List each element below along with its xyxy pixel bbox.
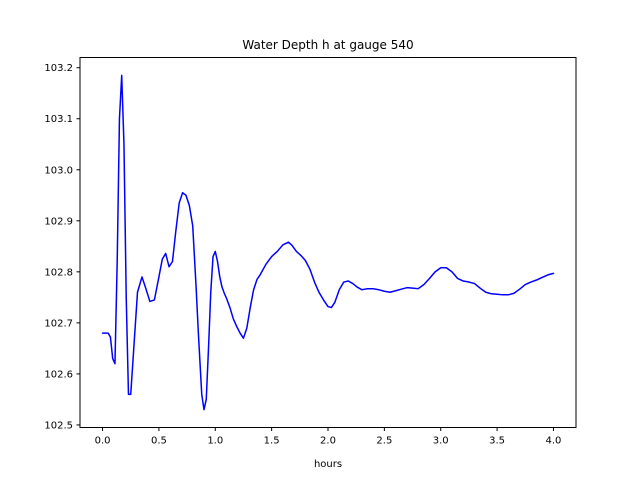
x-tick-label: 4.0 [546,436,562,447]
x-tick-label: 2.5 [376,436,392,447]
x-tick-label: 0.0 [95,436,111,447]
y-tick-label: 102.5 [44,420,73,431]
x-tick-label: 3.0 [433,436,449,447]
y-tick-label: 102.7 [44,318,73,329]
x-axis: 0.0 0.5 1.0 1.5 2.0 2.5 3.0 3.5 4.0 [95,427,562,447]
chart-title: Water Depth h at gauge 540 [242,38,413,52]
y-tick-label: 103.0 [44,165,73,176]
x-tick-label: 1.5 [264,436,280,447]
x-axis-label: hours [314,459,342,470]
series-line-0 [101,74,555,411]
x-tick-label: 0.5 [151,436,167,447]
series-layer [101,74,555,411]
x-tick-label: 3.5 [489,436,505,447]
y-tick-label: 102.6 [44,369,73,380]
y-tick-label: 103.2 [44,63,73,74]
y-axis: 102.5 102.6 102.7 102.8 102.9 103.0 103.1 103.2 [44,63,80,431]
y-tick-label: 102.8 [44,267,73,278]
x-tick-label: 2.0 [320,436,336,447]
x-tick-label: 1.0 [207,436,223,447]
y-tick-label: 102.9 [44,216,73,227]
y-tick-label: 103.1 [44,114,73,125]
